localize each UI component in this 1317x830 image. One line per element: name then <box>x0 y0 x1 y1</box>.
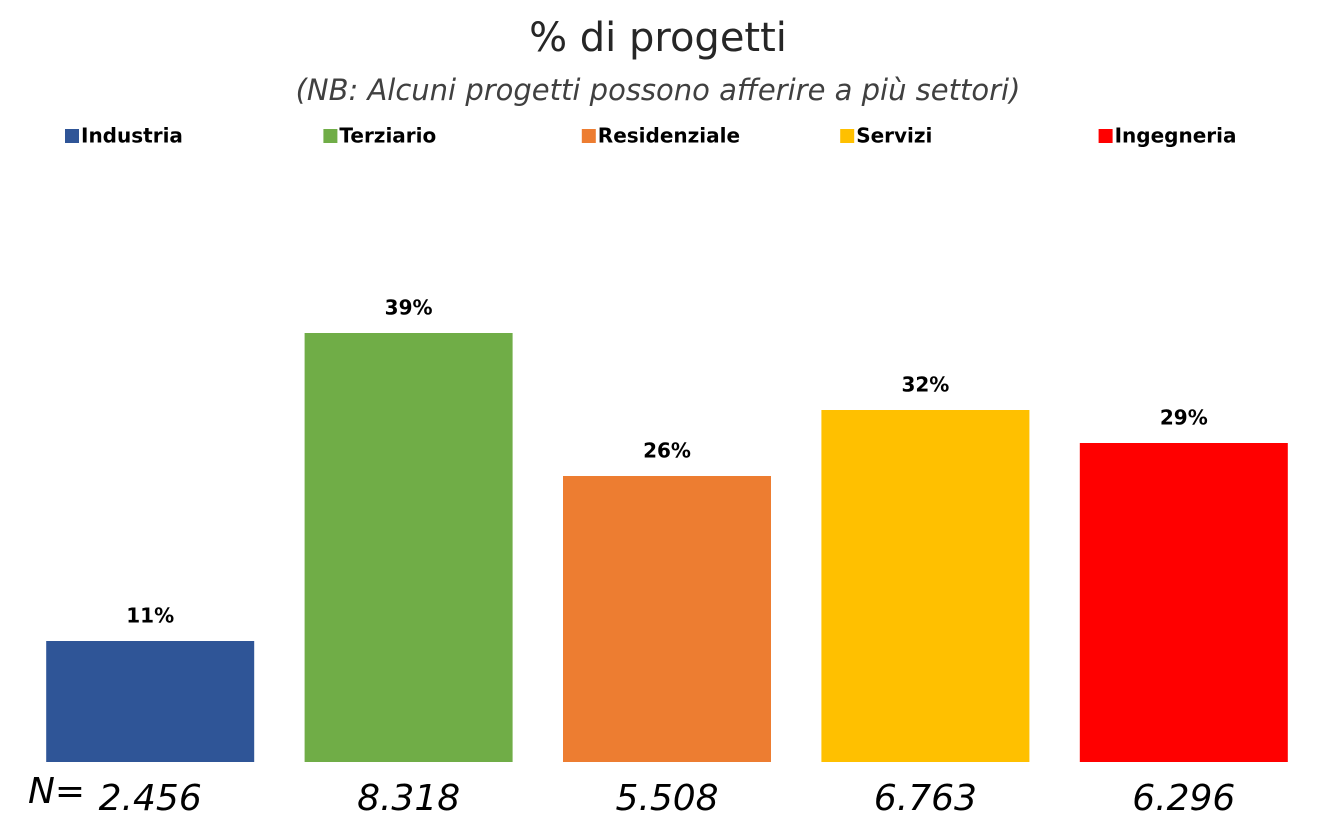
legend-swatch <box>323 129 338 143</box>
bar <box>1079 443 1288 762</box>
chart-subtitle: (NB: Alcuni progetti possono afferire a … <box>296 73 1021 107</box>
legend-swatch <box>840 129 855 143</box>
value-label: 26% <box>643 439 691 463</box>
bar <box>821 410 1030 762</box>
chart-title: % di progetti <box>529 15 787 61</box>
sample-size-prefix: N= <box>28 771 85 812</box>
legend-label: Ingegneria <box>1115 124 1237 148</box>
legend-swatch <box>1098 129 1113 143</box>
bar <box>563 476 771 762</box>
sample-size-label: 5.508 <box>615 778 718 819</box>
value-label: 39% <box>385 296 433 320</box>
sample-size-label: 6.763 <box>874 778 977 819</box>
bar <box>46 641 255 762</box>
legend-label: Residenziale <box>598 124 740 148</box>
legend-label: Industria <box>81 124 183 148</box>
bar <box>304 333 513 762</box>
sample-size-label: 6.296 <box>1132 778 1235 819</box>
legend-label: Terziario <box>339 124 436 148</box>
value-label: 29% <box>1160 406 1208 430</box>
legend-swatch <box>65 129 79 143</box>
sample-size-label: 8.318 <box>357 778 460 819</box>
value-label: 11% <box>126 604 174 628</box>
legend-label: Servizi <box>856 124 932 148</box>
legend-swatch <box>581 129 596 143</box>
sample-size-label: 2.456 <box>99 778 202 819</box>
value-label: 32% <box>901 373 949 397</box>
